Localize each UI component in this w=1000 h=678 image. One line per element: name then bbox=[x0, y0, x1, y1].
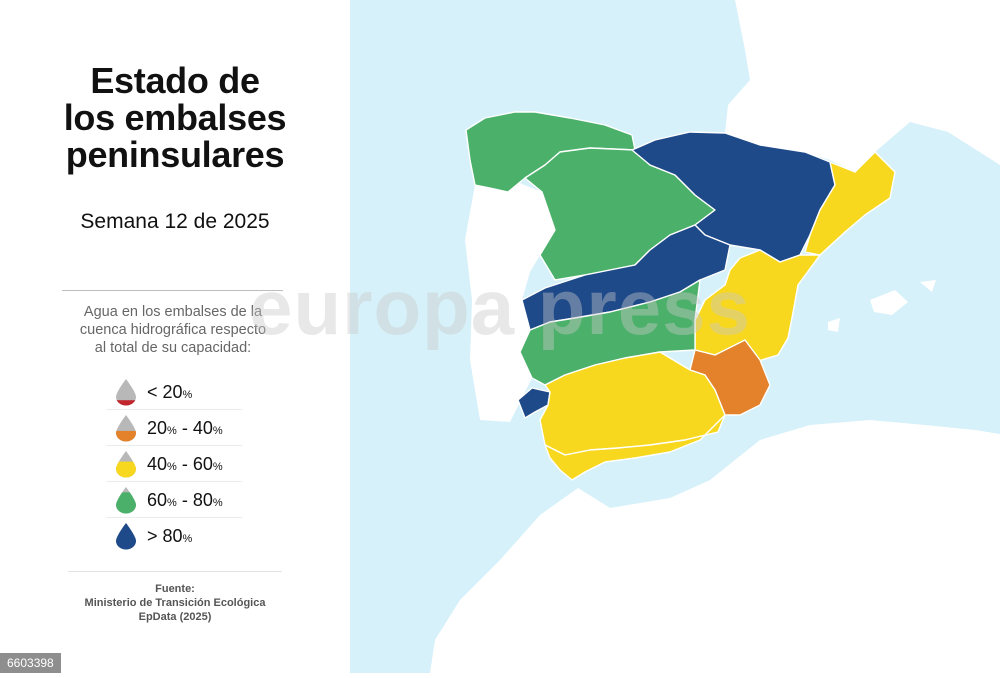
legend: < 20% 20% - 40% 40% - 60% 60% - 80% > 80% bbox=[106, 374, 242, 553]
legend-item: < 20% bbox=[106, 374, 242, 410]
menorca-land bbox=[920, 280, 936, 292]
water-drop-icon bbox=[116, 379, 136, 406]
mallorca-land bbox=[870, 290, 908, 315]
divider bbox=[62, 290, 283, 291]
legend-label: 40% - 60% bbox=[147, 454, 223, 474]
source-line: Ministerio de Transición Ecológica bbox=[84, 597, 266, 609]
water-drop-icon bbox=[116, 451, 136, 478]
basin-cataluna bbox=[804, 151, 896, 256]
info-panel: Estado de los embalses peninsulares Sema… bbox=[0, 0, 350, 673]
title-line: peninsulares bbox=[65, 134, 285, 175]
legend-label: 60% - 80% bbox=[147, 490, 223, 510]
africa-land bbox=[430, 420, 1000, 673]
corsica-land bbox=[975, 0, 1000, 60]
subtitle: Semana 12 de 2025 bbox=[80, 210, 270, 233]
description-line: al total de su capacidad: bbox=[94, 340, 252, 356]
image-id-badge: 6603398 bbox=[0, 653, 61, 673]
basin-andalusia-med bbox=[544, 414, 726, 481]
legend-item: > 80% bbox=[106, 518, 242, 553]
legend-item: 60% - 80% bbox=[106, 482, 242, 518]
reservoir-map bbox=[350, 0, 1000, 673]
source-line: EpData (2025) bbox=[138, 611, 212, 623]
map-svg bbox=[350, 0, 1000, 673]
legend-label: > 80% bbox=[147, 526, 193, 546]
page-title: Estado de los embalses peninsulares bbox=[20, 62, 330, 173]
legend-item: 20% - 40% bbox=[106, 410, 242, 446]
legend-label: 20% - 40% bbox=[147, 418, 223, 438]
legend-description: Agua en los embalses de la cuenca hidrog… bbox=[62, 303, 284, 357]
divider bbox=[68, 571, 282, 572]
source-credit: Fuente: Ministerio de Transición Ecológi… bbox=[40, 582, 310, 624]
ibiza-land bbox=[828, 318, 840, 332]
title-line: los embalses bbox=[63, 97, 287, 138]
description-line: Agua en los embalses de la bbox=[83, 304, 263, 320]
water-drop-icon bbox=[116, 523, 136, 550]
source-label: Fuente: bbox=[155, 583, 195, 595]
france-land bbox=[725, 0, 1000, 172]
water-drop-icon bbox=[116, 415, 136, 442]
description-line: cuenca hidrográfica respecto bbox=[79, 322, 267, 338]
legend-item: 40% - 60% bbox=[106, 446, 242, 482]
portugal-land bbox=[465, 180, 555, 422]
title-line: Estado de bbox=[90, 60, 260, 101]
legend-label: < 20% bbox=[147, 382, 193, 402]
water-drop-icon bbox=[116, 487, 136, 514]
